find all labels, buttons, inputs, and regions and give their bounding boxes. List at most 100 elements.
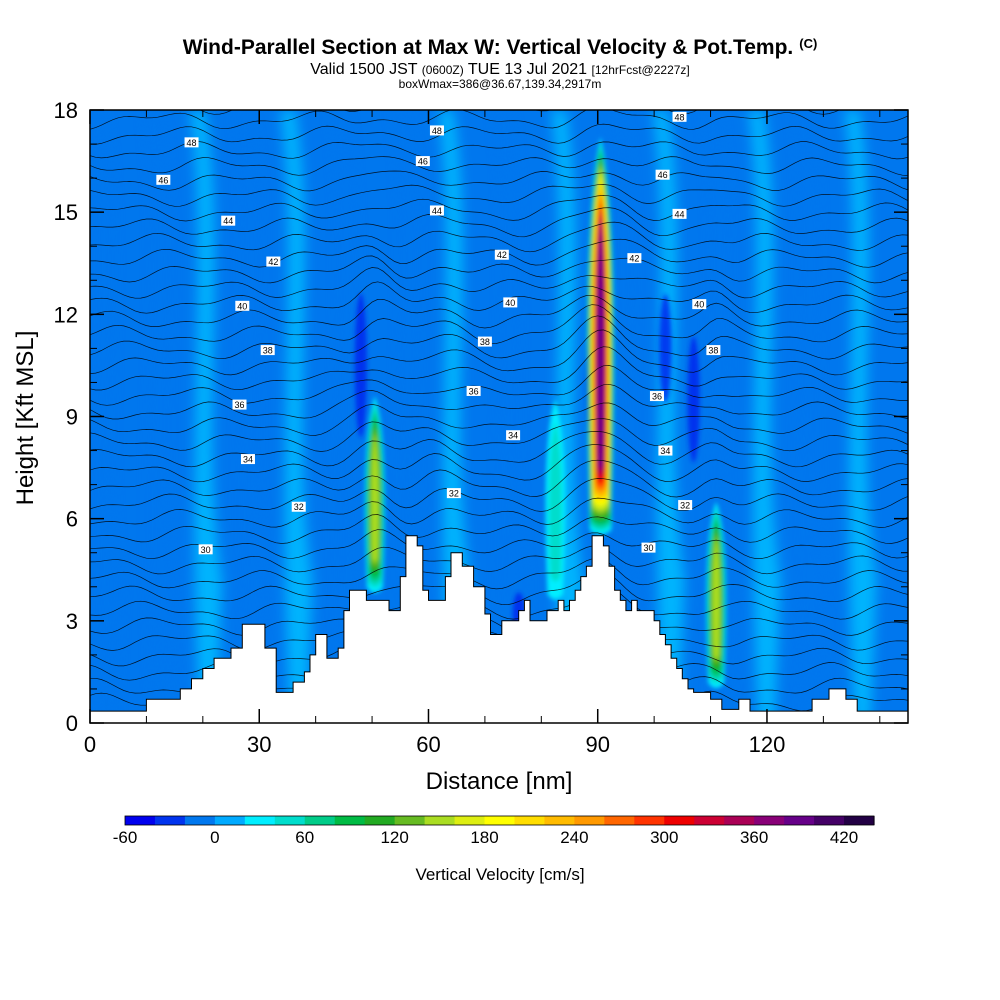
theta-label: 48 xyxy=(432,126,442,136)
theta-label-bg xyxy=(198,544,213,555)
theta-label-bg xyxy=(627,253,642,264)
theta-label-bg xyxy=(672,208,687,219)
theta-label: 36 xyxy=(469,386,479,396)
theta-label: 42 xyxy=(268,257,278,267)
field-streak xyxy=(494,110,527,723)
theta-contour xyxy=(90,459,908,498)
theta-label-bg xyxy=(266,256,281,267)
theta-label-bg xyxy=(429,205,444,216)
colorbar-swatch xyxy=(514,816,546,825)
y-tick-label: 6 xyxy=(66,507,78,532)
theta-label-bg xyxy=(641,542,656,553)
subtitle-date: TUE 13 Jul 2021 xyxy=(467,61,588,78)
field-streak xyxy=(90,110,121,723)
theta-contour xyxy=(90,329,908,376)
theta-label: 30 xyxy=(201,545,211,555)
y-tick-label: 15 xyxy=(54,200,78,225)
subtitle-valid: Valid 1500 JST xyxy=(310,61,418,78)
x-tick-label: 90 xyxy=(585,732,609,757)
theta-label: 46 xyxy=(158,175,168,185)
theta-label-bg xyxy=(706,345,721,356)
colorbar-swatch xyxy=(274,816,306,825)
colorbar-swatch xyxy=(784,816,815,825)
colorbar-swatch xyxy=(454,816,486,825)
downdraft-pocket xyxy=(687,336,700,463)
field-streak xyxy=(844,110,877,723)
colorbar-swatch xyxy=(394,816,426,825)
subtitle-utc: (0600Z) xyxy=(421,63,464,77)
theta-contour xyxy=(90,195,908,222)
theta-label: 40 xyxy=(694,300,704,310)
theta-contour xyxy=(90,255,908,284)
theta-contour xyxy=(90,514,908,544)
field-streak xyxy=(793,110,826,723)
colorbar-swatch xyxy=(604,816,635,825)
theta-label-bg xyxy=(232,399,247,410)
colorbar-title: Vertical Velocity [cm/s] xyxy=(415,865,584,884)
theta-label: 40 xyxy=(237,301,247,311)
theta-label-bg xyxy=(678,500,693,511)
theta-contour xyxy=(90,604,908,636)
theta-contour xyxy=(90,586,908,620)
x-tick-label: 30 xyxy=(247,732,271,757)
theta-label-bg xyxy=(658,445,673,456)
chart-box-info: boxWmax=386@36.67,139.34,2917m xyxy=(398,77,602,91)
colorbar-swatch xyxy=(154,816,186,825)
theta-label: 42 xyxy=(497,250,507,260)
theta-label: 42 xyxy=(629,254,639,264)
colorbar-swatch xyxy=(364,816,396,825)
theta-label-bg xyxy=(649,391,664,402)
field-streak xyxy=(748,110,781,723)
colorbar-tick-label: 420 xyxy=(830,828,858,847)
colorbar-tick-label: 60 xyxy=(295,828,314,847)
velocity-field xyxy=(90,110,908,723)
theta-label-bg xyxy=(184,137,199,148)
field-streak xyxy=(652,110,685,723)
colorbar-swatch xyxy=(754,816,785,825)
theta-label: 48 xyxy=(187,138,197,148)
theta-contour xyxy=(90,140,908,160)
theta-contour xyxy=(90,402,908,436)
y-tick-label: 18 xyxy=(54,98,78,123)
colorbar-swatch xyxy=(304,816,336,825)
y-tick-label: 0 xyxy=(66,711,78,736)
updraft-core xyxy=(586,137,615,535)
colorbar-tick-label: -60 xyxy=(113,828,138,847)
colorbar-tick-label: 120 xyxy=(380,828,408,847)
colorbar-swatch xyxy=(694,816,725,825)
colorbar-swatch xyxy=(184,816,216,825)
y-tick-label: 12 xyxy=(54,302,78,327)
colorbar-swatch xyxy=(244,816,276,825)
theta-label-bg xyxy=(415,156,430,167)
theta-label: 32 xyxy=(449,489,459,499)
theta-contour xyxy=(90,156,908,176)
theta-label: 34 xyxy=(243,455,253,465)
theta-label-bg xyxy=(692,299,707,310)
theta-contour xyxy=(90,571,908,606)
theta-contour xyxy=(90,294,908,329)
theta-label-bg xyxy=(477,336,492,347)
colorbar-swatch xyxy=(634,816,665,825)
theta-contour xyxy=(90,315,908,360)
colorbar-tick-label: 180 xyxy=(470,828,498,847)
colorbar-swatch xyxy=(724,816,755,825)
theta-label-bg xyxy=(240,454,255,465)
theta-contour xyxy=(90,281,908,314)
chart-title: Wind-Parallel Section at Max W: Vertical… xyxy=(182,36,818,59)
terrain-profile xyxy=(89,535,909,724)
theta-contours xyxy=(90,110,908,713)
colorbar-swatch xyxy=(334,816,366,825)
x-tick-label: 0 xyxy=(84,732,96,757)
terrain xyxy=(89,535,909,724)
colorbar-tick-label: 240 xyxy=(560,828,588,847)
field-streak xyxy=(331,110,364,723)
updraft-level xyxy=(597,220,604,467)
theta-label: 46 xyxy=(418,157,428,167)
updraft-core xyxy=(706,501,727,688)
theta-contour xyxy=(90,545,908,575)
theta-label: 38 xyxy=(263,346,273,356)
theta-label-bg xyxy=(429,125,444,136)
theta-label-bg xyxy=(221,215,236,226)
theta-contour xyxy=(90,110,841,115)
